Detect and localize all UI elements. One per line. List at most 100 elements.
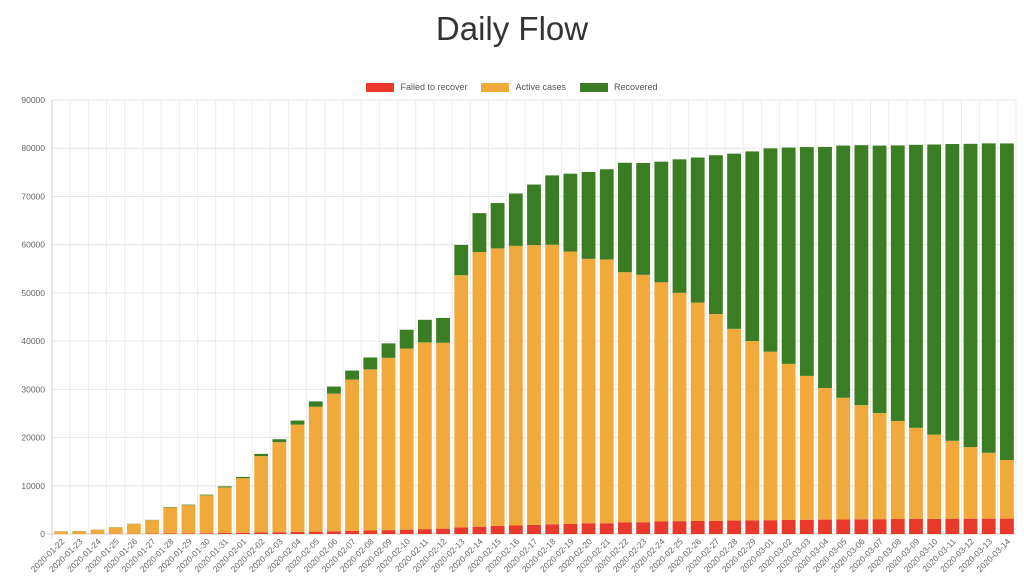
bar-recovered	[399, 329, 414, 349]
bar-active-cases	[217, 487, 232, 533]
bar-recovered	[781, 147, 796, 364]
bar-active-cases	[490, 248, 505, 526]
bar-failed-to-recover	[909, 518, 923, 534]
bar-recovered	[999, 143, 1014, 461]
bar-failed-to-recover	[636, 522, 651, 534]
bar-active-cases	[781, 363, 796, 520]
chart-title: Daily Flow	[435, 10, 589, 47]
legend-item-active-cases[interactable]: Active cases	[481, 82, 566, 92]
y-tick-label: 80000	[21, 143, 45, 153]
bar-active-cases	[890, 420, 905, 520]
bar-active-cases	[763, 351, 778, 521]
bar-failed-to-recover	[618, 522, 632, 534]
y-tick-label: 10000	[21, 481, 45, 491]
bar-active-cases	[126, 524, 141, 534]
bar-failed-to-recover	[363, 530, 378, 534]
bar-active-cases	[599, 259, 614, 524]
legend-label: Failed to recover	[400, 82, 468, 92]
bar-active-cases	[72, 531, 87, 534]
bar-failed-to-recover	[290, 531, 305, 534]
legend-swatch	[366, 82, 395, 92]
bar-active-cases	[454, 275, 469, 528]
bar-recovered	[508, 193, 523, 246]
bar-active-cases	[618, 272, 632, 523]
bar-active-cases	[545, 244, 560, 525]
bar-recovered	[854, 145, 869, 406]
bar-active-cases	[417, 342, 432, 530]
bar-recovered	[727, 153, 741, 329]
bar-recovered	[599, 169, 614, 260]
bar-recovered	[636, 163, 651, 275]
bar-active-cases	[909, 427, 923, 519]
bar-active-cases	[472, 251, 487, 527]
bar-recovered	[290, 420, 305, 425]
bar-recovered	[763, 148, 778, 352]
bar-active-cases	[799, 375, 814, 520]
bar-active-cases	[236, 478, 250, 533]
bar-active-cases	[145, 520, 159, 534]
bar-failed-to-recover	[272, 532, 287, 534]
bar-recovered	[381, 343, 396, 358]
bar-active-cases	[163, 507, 178, 534]
bar-failed-to-recover	[454, 527, 469, 534]
bar-recovered	[581, 171, 596, 259]
bar-failed-to-recover	[490, 525, 505, 534]
legend-label: Recovered	[614, 82, 658, 92]
bar-active-cases	[999, 460, 1014, 519]
bar-recovered	[454, 244, 469, 276]
bar-recovered	[708, 155, 723, 315]
bar-failed-to-recover	[781, 519, 796, 534]
bar-active-cases	[927, 434, 942, 519]
bar-recovered	[308, 401, 323, 407]
bar-active-cases	[90, 529, 105, 534]
bar-recovered	[672, 159, 687, 293]
bar-active-cases	[945, 440, 960, 519]
bar-active-cases	[690, 302, 705, 521]
bar-active-cases	[508, 245, 523, 526]
legend-item-failed-to-recover[interactable]: Failed to recover	[366, 82, 467, 92]
bar-active-cases	[672, 292, 687, 522]
bar-failed-to-recover	[818, 519, 832, 534]
bar-failed-to-recover	[799, 519, 814, 534]
bar-recovered	[963, 143, 978, 448]
bar-failed-to-recover	[545, 524, 560, 534]
y-tick-label: 60000	[21, 240, 45, 250]
bar-failed-to-recover	[472, 526, 487, 534]
y-tick-label: 20000	[21, 433, 45, 443]
bar-recovered	[927, 144, 942, 435]
bar-active-cases	[181, 505, 196, 534]
bar-active-cases	[745, 341, 760, 521]
bar-active-cases	[727, 328, 741, 521]
legend-item-recovered[interactable]: Recovered	[580, 82, 658, 92]
bar-recovered	[236, 476, 250, 479]
bar-failed-to-recover	[854, 519, 869, 534]
bar-failed-to-recover	[345, 530, 360, 534]
bar-failed-to-recover	[199, 533, 214, 534]
bar-failed-to-recover	[927, 518, 942, 534]
bar-failed-to-recover	[254, 532, 269, 534]
bar-failed-to-recover	[745, 520, 760, 534]
bar-active-cases	[363, 369, 378, 531]
bar-recovered	[818, 146, 832, 389]
bar-active-cases	[708, 314, 723, 521]
bar-recovered	[872, 145, 887, 414]
bar-recovered	[618, 162, 632, 273]
bar-active-cases	[981, 452, 996, 519]
bar-failed-to-recover	[527, 525, 541, 534]
bar-recovered	[472, 213, 487, 252]
bar-active-cases	[272, 442, 287, 533]
bar-active-cases	[290, 424, 305, 532]
bar-failed-to-recover	[872, 519, 887, 534]
bar-failed-to-recover	[690, 520, 705, 534]
bar-failed-to-recover	[945, 518, 960, 534]
bar-failed-to-recover	[181, 533, 196, 534]
bar-recovered	[945, 144, 960, 441]
bar-failed-to-recover	[672, 521, 687, 534]
bar-failed-to-recover	[981, 518, 996, 534]
bar-active-cases	[381, 357, 396, 531]
bar-active-cases	[872, 413, 887, 520]
bar-active-cases	[636, 274, 651, 523]
bar-failed-to-recover	[436, 528, 450, 534]
bar-active-cases	[581, 258, 596, 524]
